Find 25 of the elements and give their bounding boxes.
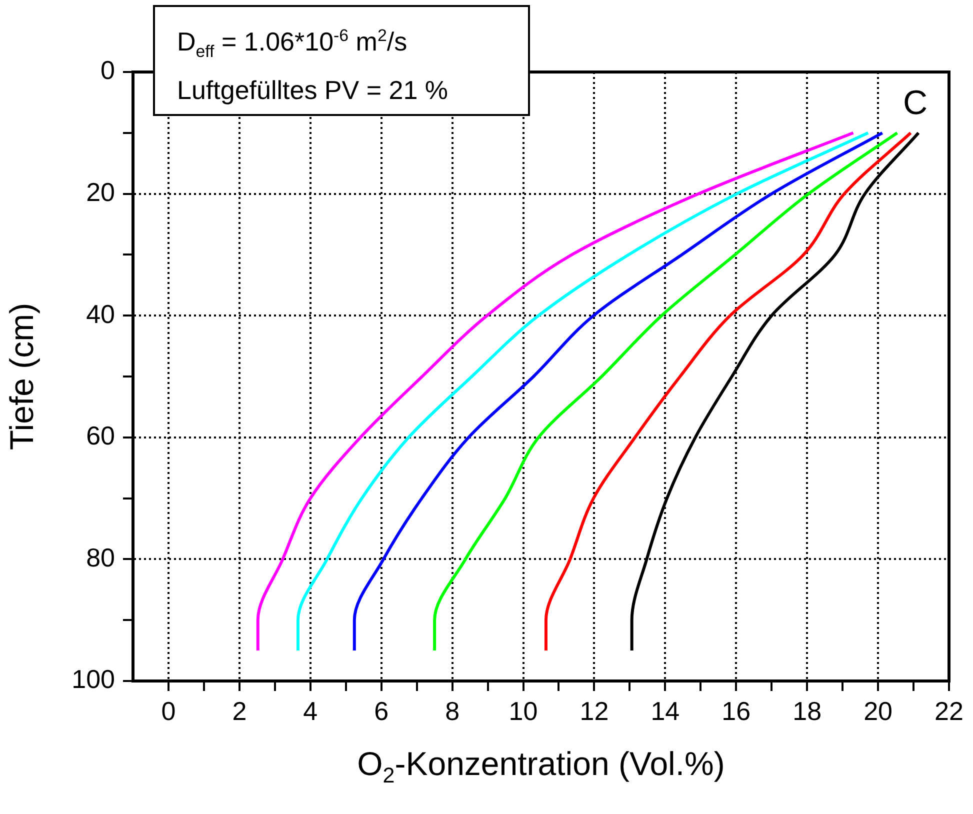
- x-tick-label: 0: [161, 696, 176, 726]
- x-axis-title: O$_{2}$-Konzentration (Vol.%): [356, 745, 726, 789]
- x-tick-label: 4: [303, 696, 318, 726]
- line-series: [544, 131, 912, 652]
- x-tick-label: 8: [445, 696, 460, 726]
- line-series: [433, 131, 899, 652]
- text-box: D$_{eff}$ = 1.06*10$^{-6}$ m$^{2}$/s Luftgefülltes PV = 21 %: [153, 5, 530, 116]
- x-tick-label: 14: [650, 696, 680, 726]
- x-tick-label: 20: [864, 696, 893, 726]
- x-tick-label: 22: [934, 696, 964, 726]
- y-tick-label: 0: [100, 55, 115, 86]
- y-tick-label: 40: [86, 298, 115, 329]
- y-axis-title: Tiefe (cm): [2, 302, 40, 450]
- y-tick-label: 100: [72, 664, 115, 694]
- x-tick-label: 10: [508, 696, 538, 726]
- y-tick-label: 80: [86, 542, 115, 572]
- annotation: Luftgefülltes PV = 21 %: [177, 74, 450, 107]
- x-tick-label: 12: [580, 696, 609, 726]
- annotation: C: [903, 84, 928, 123]
- x-tick-label: 16: [722, 696, 751, 726]
- x-tick-label: 6: [374, 696, 389, 726]
- x-tick-label: 2: [232, 696, 247, 726]
- x-tick-label: 18: [792, 696, 822, 726]
- y-tick-label: 60: [86, 420, 115, 451]
- y-tick-label: 20: [86, 176, 115, 207]
